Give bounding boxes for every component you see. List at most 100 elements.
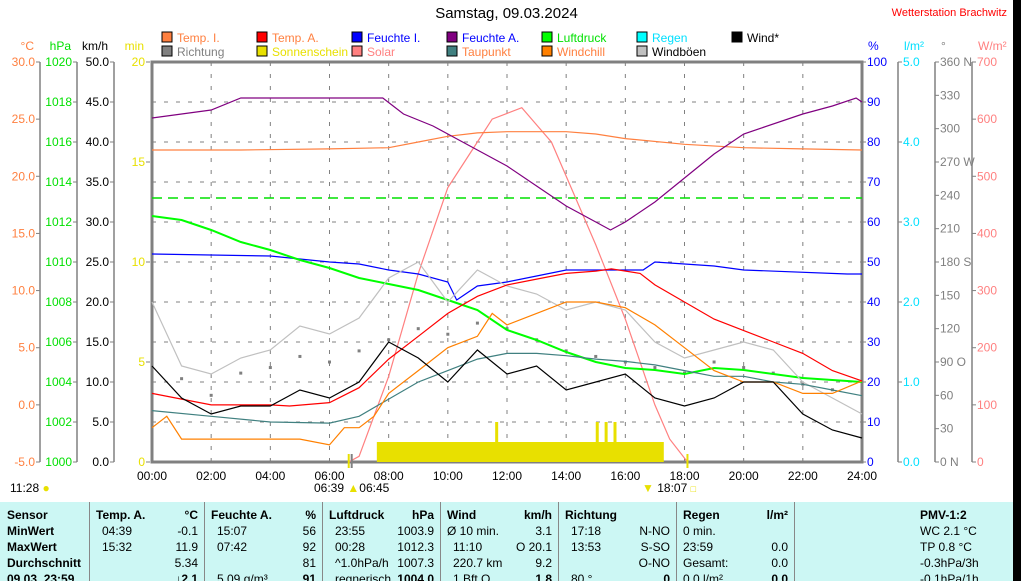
table-cell: 80 ° (571, 572, 593, 581)
table-col-sensor: Sensor MinWert MaxWert Durchschnitt 09.03. 2… (0, 502, 90, 581)
sunshine-spike (495, 422, 499, 462)
table-row: Gesamt: 0.0 (677, 556, 794, 572)
axis-unit: W/m² (978, 39, 1007, 53)
sunrise-time: 06:45 (359, 481, 390, 495)
direction-point (653, 366, 657, 370)
table-cell: 07:42 (217, 540, 248, 554)
table-row: ^1.0hPa/h 1007.3 (323, 556, 440, 572)
table-cell: 81 (302, 556, 316, 570)
table-cell: Wind (447, 508, 477, 522)
axis-tick-label: 2.0 (903, 295, 920, 309)
axis-tick-label: 25.0 (12, 112, 36, 126)
axis-tick-label: -5.0 (14, 455, 35, 469)
axis-tick-label: 10.0 (86, 375, 110, 389)
axis-tick-label: 120 (940, 322, 960, 336)
table-cell: km/h (523, 508, 552, 522)
direction-point (742, 366, 746, 370)
table-cell: 00:28 (335, 540, 366, 554)
direction-point (475, 321, 479, 325)
x-tick-label: 18:00 (669, 469, 699, 483)
table-cell: °C (184, 508, 198, 522)
table-cell: 09.03. 23:59 (7, 572, 75, 581)
legend-label: Richtung (177, 45, 224, 59)
axis-tick-label: 60 (867, 215, 881, 229)
table-cell: 1004.0 (397, 572, 434, 581)
axis-tick-label: 0 (977, 455, 984, 469)
table-cell: Durchschnitt (7, 556, 82, 570)
direction-point (298, 354, 302, 358)
axis-tick-label: 1014 (45, 175, 72, 189)
table-cell: 23:55 (335, 524, 366, 538)
x-tick-label: 12:00 (492, 469, 522, 483)
table-cell: 3.1 (535, 524, 552, 538)
table-cell: 0 (663, 572, 670, 581)
axis-tick-label: 1002 (45, 415, 72, 429)
chart-title: Samstag, 09.03.2024 (435, 5, 578, 22)
table-cell: Gesamt: (683, 556, 729, 570)
table-cell: 5.34 (174, 556, 198, 570)
table-cell: O-NO (638, 556, 670, 570)
direction-point (328, 360, 331, 364)
table-cell: -0.1hPa/1h (920, 572, 979, 581)
series-temp-i (152, 131, 863, 151)
x-tick-label: 16:00 (610, 469, 640, 483)
table-cell: 92 (302, 540, 316, 554)
x-tick-label: 02:00 (196, 469, 226, 483)
axis-tick-label: 40 (867, 295, 881, 309)
axis-unit: hPa (50, 39, 72, 53)
sunrise-icon: ▲ (347, 481, 360, 495)
legend-label: Wind* (747, 31, 779, 45)
axis-tick-label: 1006 (45, 335, 72, 349)
table-cell: 220.7 km (453, 556, 503, 570)
legend-swatch (351, 45, 363, 57)
table-cell: N-NO (639, 524, 670, 538)
table-cell: ↓2.1 (175, 572, 198, 581)
axis-tick-label: 240 (940, 188, 960, 202)
axis-tick-label: 10.0 (12, 284, 36, 298)
axis-tick-label: 1020 (45, 55, 72, 69)
table-cell: TP 0.8 °C (920, 540, 972, 554)
table-cell: -0.1 (177, 524, 198, 538)
axis-tick-label: 5 (138, 355, 145, 369)
axis-unit: l/m² (904, 39, 924, 53)
series-windböen (151, 261, 863, 415)
sunset-icon: ▼ (642, 481, 654, 495)
table-cell: 11:10 (453, 540, 483, 554)
table-row: 0 min. (677, 524, 794, 540)
table-cell: 13:53 (571, 540, 602, 554)
axis-tick-label: 3.0 (903, 215, 920, 229)
axis-tick-label: 1012 (45, 215, 72, 229)
axis-tick-label: 600 (977, 112, 997, 126)
table-row: 23:55 1003.9 (323, 524, 440, 540)
legend-label: Luftdruck (557, 31, 607, 45)
table-cell: 5.09 g/m³ (217, 572, 268, 581)
axis-tick-label: 20 (132, 55, 146, 69)
sunshine-spike (604, 422, 608, 462)
legend-label: Sonnenschein (272, 45, 348, 59)
direction-point (180, 377, 184, 381)
table-cell: 1003.9 (397, 524, 434, 538)
table-cell: Regen (683, 508, 720, 522)
table-row: Durchschnitt (0, 556, 89, 572)
axis-tick-label: 10 (132, 255, 146, 269)
legend-label: Windböen (652, 45, 706, 59)
table-row: 17:18 N-NO (559, 524, 676, 540)
table-cell: 04:39 (102, 524, 133, 538)
axis-tick-label: 300 (940, 122, 960, 136)
table-row: O-NO (559, 556, 676, 572)
table-cell: Temp. A. (96, 508, 146, 522)
table-row: Regen l/m² (677, 508, 794, 524)
axis-tick-label: 15 (132, 155, 146, 169)
table-row: 0.0 l/m² 0.0 (677, 572, 794, 581)
table-cell: l/m² (766, 508, 788, 522)
direction-point (150, 360, 154, 364)
axis-tick-label: 50.0 (86, 55, 110, 69)
axis-tick-label: 500 (977, 169, 997, 183)
station-name: Wetterstation Brachwitz (891, 7, 1007, 19)
legend-label: Windchill (557, 45, 605, 59)
axis-tick-label: 270 W (940, 155, 975, 169)
table-cell: WC 2.1 °C (920, 524, 977, 538)
table-row: 5.34 (90, 556, 204, 572)
axis-tick-label: 80 (867, 135, 881, 149)
table-row: 80 ° 0 (559, 572, 676, 581)
